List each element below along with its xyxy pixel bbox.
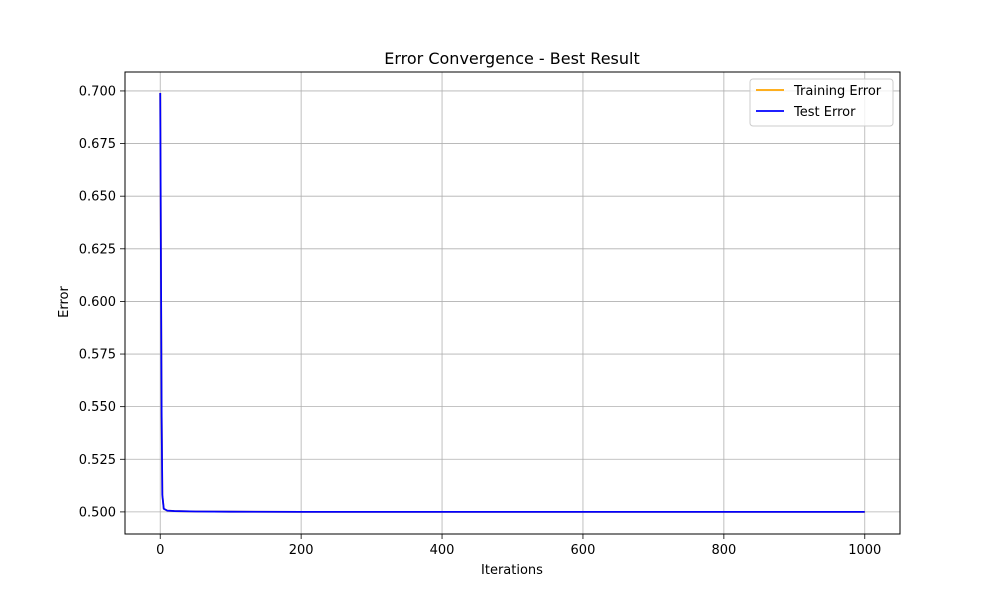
x-tick-label: 1000 (848, 543, 881, 558)
plot-frame (124, 71, 901, 535)
legend: Training Error Test Error (749, 78, 894, 127)
legend-label-training-error: Training Error (793, 84, 882, 99)
y-tick-label: 0.500 (79, 505, 116, 520)
x-axis-title: Iterations (481, 563, 543, 578)
y-tick-label: 0.550 (79, 400, 116, 415)
y-tick-label: 0.700 (79, 84, 116, 99)
y-tick-label: 0.525 (79, 453, 116, 468)
series-lines (159, 93, 865, 513)
y-tick-label: 0.650 (79, 190, 116, 205)
chart-title: Error Convergence - Best Result (384, 49, 639, 68)
x-tick-label: 800 (711, 543, 736, 558)
y-tick-label: 0.600 (79, 295, 116, 310)
x-tick-label: 200 (289, 543, 314, 558)
legend-label-test-error: Test Error (793, 105, 856, 120)
series-line-test-error (159, 93, 865, 513)
y-tick-label: 0.575 (79, 348, 116, 363)
x-tick-label: 600 (571, 543, 596, 558)
y-tick-label: 0.625 (79, 242, 116, 257)
axis-ticks: 0 200 400 600 800 1000 0.500 0.525 0.550 0.575 0.6… (79, 84, 882, 558)
x-tick-label: 0 (156, 543, 164, 558)
y-axis-title: Error (57, 286, 72, 318)
legend-box (749, 78, 894, 127)
y-tick-label: 0.675 (79, 137, 116, 152)
grid-lines (125, 72, 900, 534)
x-tick-label: 400 (430, 543, 455, 558)
